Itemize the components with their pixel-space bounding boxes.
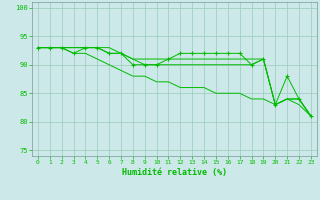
X-axis label: Humidité relative (%): Humidité relative (%) (122, 168, 227, 177)
